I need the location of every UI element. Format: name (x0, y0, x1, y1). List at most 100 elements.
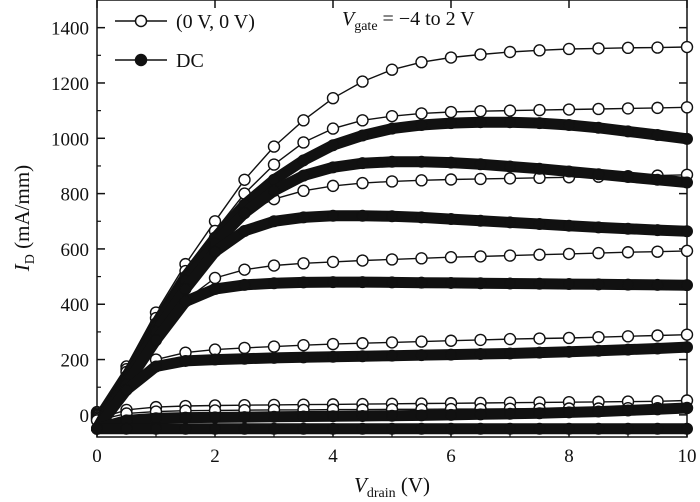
dc-data-point (445, 117, 457, 130)
pulsed-data-point (444, 334, 458, 347)
dc-data-point (592, 422, 605, 435)
pulsed-data-point (562, 247, 576, 261)
dc-data-point (622, 278, 634, 291)
pulsed-data-point (533, 103, 546, 117)
dc-data-point (297, 169, 310, 182)
dc-data-point (268, 422, 280, 435)
dc-data-point (622, 422, 634, 435)
pulsed-data-point (562, 103, 576, 116)
dc-data-point (238, 224, 251, 237)
dc-data-point (533, 407, 546, 420)
pulsed-data-point (297, 136, 310, 149)
dc-data-point (268, 215, 280, 228)
dc-data-point (681, 422, 693, 435)
dc-data-point (179, 354, 192, 367)
dc-data-point (297, 211, 310, 224)
pulsed-data-point (592, 42, 605, 55)
dc-data-point (415, 276, 428, 289)
dc-data-point (268, 184, 280, 197)
dc-data-point (445, 348, 457, 361)
dc-data-point (563, 422, 575, 435)
pulsed-data-point (503, 104, 517, 117)
dc-data-point (445, 156, 457, 169)
dc-data-point (415, 422, 428, 435)
dc-data-point (474, 116, 487, 129)
dc-data-point (238, 411, 251, 424)
dc-data-point (533, 422, 546, 435)
dc-data-point (563, 345, 575, 358)
dc-data-point (268, 277, 280, 290)
dc-data-point (474, 408, 487, 421)
gate-annotation-main: V (342, 8, 357, 30)
pulsed-data-point (356, 75, 369, 88)
pulsed-data-point (267, 158, 281, 171)
dc-data-point (592, 405, 605, 418)
dc-data-point (563, 278, 575, 291)
pulsed-data-point (474, 48, 487, 61)
dc-data-point (504, 277, 516, 290)
dc-data-point (120, 422, 133, 435)
dc-data-point (356, 209, 369, 222)
dc-data-point (238, 352, 251, 365)
y-tick-label: 1000 (51, 129, 89, 150)
dc-data-point (504, 160, 516, 173)
dc-curve-12 (91, 401, 693, 435)
dc-data-point (297, 351, 310, 364)
dc-data-point (356, 129, 369, 142)
dc-data-point (504, 347, 516, 360)
dc-curve-9 (91, 209, 693, 435)
dc-data-point (356, 350, 369, 363)
dc-data-point (474, 348, 487, 361)
legend-marker-filled-circle (134, 53, 148, 67)
dc-data-point (415, 409, 428, 422)
pulsed-data-point (326, 91, 340, 105)
pulsed-data-point (297, 114, 310, 127)
pulsed-data-point (356, 337, 369, 350)
dc-data-point (681, 132, 693, 145)
dc-data-point (150, 422, 162, 435)
pulsed-data-point (415, 107, 428, 120)
dc-data-point (327, 422, 339, 435)
pulsed-data-point (444, 173, 458, 186)
y-tick-label: 0 (80, 406, 90, 427)
pulsed-data-point (326, 122, 340, 135)
dc-data-point (651, 128, 664, 141)
dc-data-point (622, 404, 634, 417)
pulsed-data-point (503, 332, 517, 346)
gate-annotation-rest: = −4 to 2 V (378, 8, 476, 30)
dc-data-point (651, 224, 664, 237)
pulsed-data-point (326, 337, 340, 351)
dc-data-point (445, 408, 457, 421)
pulsed-data-point (444, 251, 458, 264)
dc-data-point (356, 422, 369, 435)
pulsed-data-point (592, 246, 605, 260)
pulsed-data-point (356, 176, 369, 190)
pulsed-data-point (238, 341, 251, 355)
dc-data-point (238, 422, 251, 435)
dc-data-point (622, 171, 634, 184)
legend-label-pulsed: (0 V, 0 V) (176, 11, 255, 33)
pulsed-data-point (503, 172, 517, 185)
dc-data-point (179, 295, 192, 308)
x-axis-title-sub: drain (367, 486, 396, 501)
dc-curve-11 (91, 341, 693, 435)
pulsed-data-point (385, 336, 399, 349)
dc-data-point (533, 218, 546, 231)
x-axis-title-main: V (354, 473, 369, 497)
dc-data-point (681, 225, 693, 238)
dc-data-point (327, 161, 339, 174)
dc-data-point (504, 422, 516, 435)
dc-data-point (651, 422, 664, 435)
pulsed-data-point (444, 105, 458, 119)
dc-data-point (415, 155, 428, 168)
dc-data-point (209, 283, 221, 296)
pulsed-data-point (592, 102, 605, 116)
dc-data-point (681, 176, 693, 189)
dc-data-point (356, 276, 369, 289)
pulsed-data-point (415, 335, 428, 348)
pulsed-data-point (474, 250, 487, 263)
pulsed-data-point (385, 109, 399, 123)
y-axis-title-unit: (mA/mm) (10, 165, 34, 254)
